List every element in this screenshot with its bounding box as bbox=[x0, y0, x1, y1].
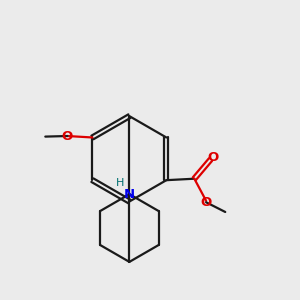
Text: O: O bbox=[207, 151, 218, 164]
Text: O: O bbox=[200, 196, 212, 209]
Text: N: N bbox=[124, 188, 135, 201]
Text: H: H bbox=[116, 178, 125, 188]
Text: O: O bbox=[62, 130, 73, 142]
